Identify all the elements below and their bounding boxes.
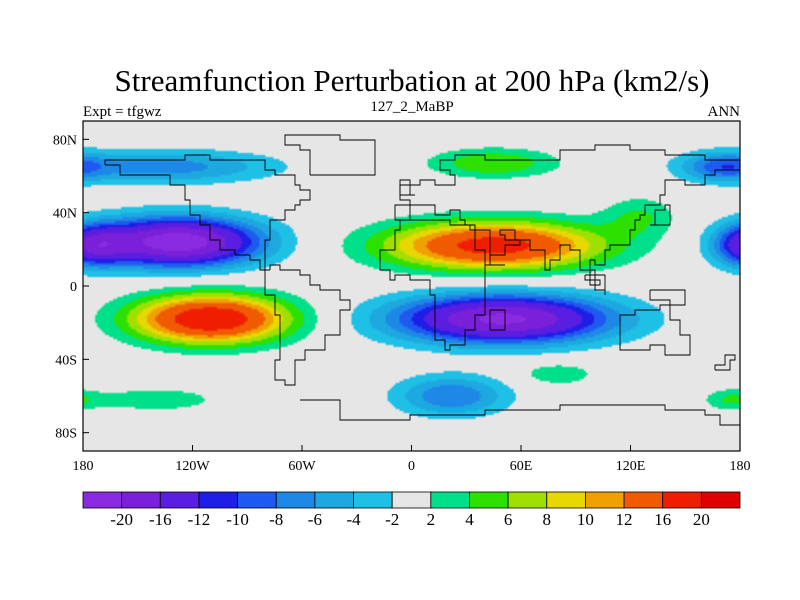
x-tick-label: 60W bbox=[288, 459, 316, 474]
colorbar-swatch bbox=[662, 491, 702, 509]
coastline-path bbox=[399, 179, 415, 196]
coastline-path bbox=[584, 274, 606, 295]
colorbar-label: -10 bbox=[226, 510, 249, 529]
colorbar-swatch bbox=[391, 491, 432, 509]
coastline-path bbox=[619, 304, 691, 356]
colorbar-label: -8 bbox=[269, 510, 283, 529]
colorbar-label: -20 bbox=[110, 510, 133, 529]
coastline-path bbox=[379, 219, 505, 351]
x-tick-label: 180 bbox=[73, 459, 94, 474]
x-tick-label: 180 bbox=[730, 459, 751, 474]
colorbar-swatch bbox=[546, 491, 586, 509]
x-axis-ticks: 180 120W 60W 0 60E 120E 180 bbox=[73, 445, 751, 474]
x-tick-label: 120W bbox=[175, 459, 210, 474]
coastlines bbox=[104, 134, 740, 435]
coastline-path bbox=[284, 134, 376, 176]
colorbar-label: 12 bbox=[616, 510, 633, 529]
map-panel: 180 120W 60W 0 60E 120E 180 80N 40N 0 40S 80S bbox=[53, 120, 751, 474]
colorbar-label: 10 bbox=[577, 510, 594, 529]
coastline-path bbox=[649, 289, 686, 306]
y-axis-ticks: 80N 40N 0 40S 80S bbox=[53, 133, 89, 442]
streamfunction-field bbox=[83, 121, 740, 451]
colorbar-swatch bbox=[507, 491, 548, 509]
y-tick-label: 80S bbox=[55, 427, 77, 442]
colorbar-swatch bbox=[314, 491, 354, 509]
coastline-path bbox=[714, 354, 736, 371]
colorbar-swatch bbox=[82, 491, 123, 509]
y-tick-label: 80N bbox=[53, 133, 77, 148]
figure-title: Streamfunction Perturbation at 200 hPa (… bbox=[115, 63, 710, 98]
colorbar-swatch bbox=[623, 491, 664, 509]
colorbar-label: 4 bbox=[465, 510, 474, 529]
colorbar-label: 8 bbox=[543, 510, 552, 529]
y-tick-label: 0 bbox=[70, 280, 77, 295]
colorbar-swatch bbox=[353, 491, 393, 509]
colorbar-label: -6 bbox=[308, 510, 322, 529]
colorbar-label: -4 bbox=[346, 510, 361, 529]
coastline-path bbox=[104, 154, 311, 271]
colorbar-swatch bbox=[159, 491, 200, 509]
x-tick-label: 120E bbox=[616, 459, 646, 474]
colorbar-swatch bbox=[700, 491, 741, 509]
colorbar-swatch bbox=[237, 491, 277, 509]
coastline-path bbox=[489, 309, 506, 331]
x-tick-label: 0 bbox=[408, 459, 415, 474]
left-string: Expt = tfgwz bbox=[83, 104, 162, 120]
coastline-path bbox=[300, 399, 740, 435]
colorbar-label: -12 bbox=[188, 510, 211, 529]
colorbar-label: 16 bbox=[654, 510, 671, 529]
coastline-path bbox=[264, 264, 351, 386]
colorbar: -20 -16 -12 -10 -8 -6 -4 -2 2 4 6 8 10 12 16 20 bbox=[82, 491, 741, 529]
colorbar-swatch bbox=[469, 491, 509, 509]
coastline-path bbox=[650, 204, 671, 226]
right-string: ANN bbox=[708, 104, 741, 120]
colorbar-swatch bbox=[121, 491, 161, 509]
colorbar-label: 2 bbox=[427, 510, 436, 529]
x-tick-label: 60E bbox=[510, 459, 533, 474]
y-tick-label: 40S bbox=[55, 353, 77, 368]
colorbar-label: 20 bbox=[693, 510, 710, 529]
center-string: 127_2_MaBP bbox=[370, 99, 453, 115]
colorbar-label: -2 bbox=[385, 510, 399, 529]
colorbar-label: -16 bbox=[149, 510, 172, 529]
y-tick-label: 40N bbox=[53, 207, 77, 222]
colorbar-swatch bbox=[275, 491, 316, 509]
colorbar-label: 6 bbox=[504, 510, 513, 529]
colorbar-swatch bbox=[198, 491, 238, 509]
coastline-path bbox=[394, 144, 740, 286]
colorbar-swatch bbox=[430, 491, 470, 509]
colorbar-swatch bbox=[585, 491, 625, 509]
